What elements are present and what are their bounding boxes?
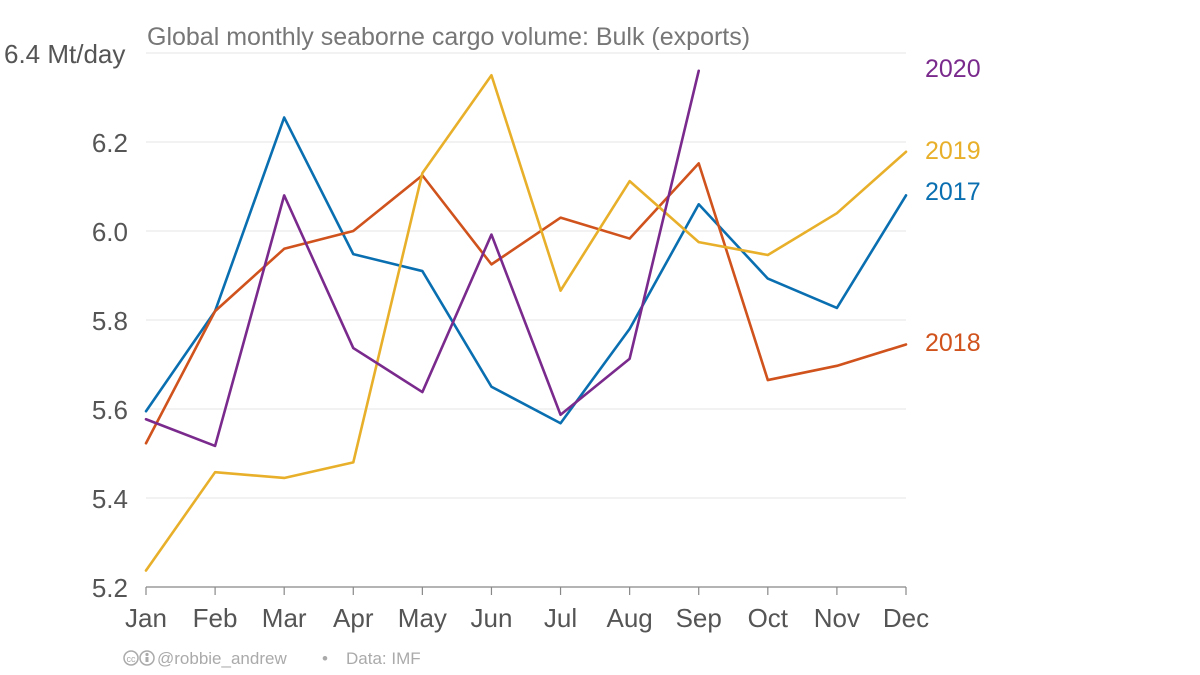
series-label-2019: 2019 [925,137,981,165]
x-tick-label: May [398,603,447,633]
y-tick-label: 5.8 [92,306,128,336]
x-tick-label: Oct [748,603,789,633]
svg-text:cc: cc [127,654,137,664]
x-tick-label: Apr [333,603,374,633]
y-tick-label: 6.4 Mt/day [4,39,125,69]
x-tick-label: Jun [470,603,512,633]
x-axis-ticks: Jan Feb Mar Apr May Jun Jul Aug Sep Oct Nov Dec [125,587,929,633]
x-tick-label: Mar [262,603,307,633]
cc-by-icon: cc [123,650,155,666]
series-lines [144,69,908,572]
credit-author: @robbie_andrew [157,649,287,668]
series-line-2017 [144,116,908,425]
y-tick-label: 5.4 [92,484,128,514]
chart-title: Global monthly seaborne cargo volume: Bu… [147,23,750,51]
series-labels: 2017 2018 2019 2020 [925,55,981,357]
y-tick-label: 6.0 [92,217,128,247]
grid-lines [146,52,906,499]
series-label-2018: 2018 [925,329,981,357]
x-tick-label: Jan [125,603,167,633]
credit-source: Data: IMF [346,649,421,668]
y-tick-label: 5.6 [92,395,128,425]
x-tick-label: Jul [544,603,577,633]
series-label-2017: 2017 [925,178,981,206]
x-tick-label: Sep [676,603,722,633]
x-tick-label: Aug [607,603,653,633]
y-tick-label: 5.2 [92,573,128,603]
y-axis-ticks: 5.2 5.4 5.6 5.8 6.0 6.2 6.4 Mt/day [4,39,128,603]
series-line-2018 [144,162,908,445]
credit-separator: • [322,649,328,668]
y-tick-label: 6.2 [92,128,128,158]
credit-line: cc @robbie_andrew • Data: IMF [123,649,421,668]
x-tick-label: Feb [193,603,238,633]
series-label-2020: 2020 [925,55,981,83]
x-tick-label: Dec [883,603,929,633]
series-line-2019 [144,73,908,572]
series-line-2020 [144,69,701,448]
x-tick-label: Nov [814,603,860,633]
